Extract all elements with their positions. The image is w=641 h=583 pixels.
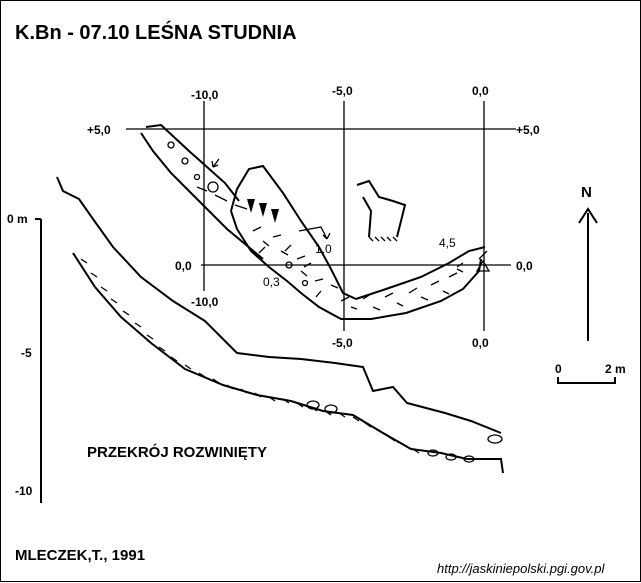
boulder-2 xyxy=(324,404,338,414)
boulder-6 xyxy=(487,434,503,444)
plan-upper-wall-east xyxy=(355,246,486,300)
scale-bar-line xyxy=(557,377,616,384)
cross-section-outline xyxy=(356,179,407,238)
boulder-3 xyxy=(427,449,439,457)
grid-label-left-1: +5,0 xyxy=(87,123,111,137)
grid-label-top-1: -10,0 xyxy=(191,88,219,102)
depth-label-10: -10 xyxy=(15,484,33,498)
boulder-1 xyxy=(306,400,320,410)
north-arrow: N xyxy=(578,184,598,341)
plan-outline-upper-right xyxy=(140,132,264,260)
passage-arrow-icon xyxy=(298,226,331,240)
grid-label-left-2: 0,0 xyxy=(175,259,192,273)
plan-outline-upper-left xyxy=(145,123,240,202)
section-label: PRZEKRÓJ ROZWINIĘTY xyxy=(87,443,267,461)
north-arrow-head-icon xyxy=(578,207,598,224)
depth-label-5: -5 xyxy=(21,346,32,360)
plan-lower-wall xyxy=(230,210,482,320)
cross-section-inner xyxy=(362,196,373,238)
map-title: K.Bn - 07.10 LEŚNA STUDNIA xyxy=(15,20,297,44)
plan-dashed-line xyxy=(196,186,248,210)
grid-label-bottom-2: -5,0 xyxy=(332,336,353,350)
boulder-4 xyxy=(445,453,457,461)
cave-plan-view xyxy=(140,123,491,320)
survey-point-triangle-icon xyxy=(475,259,491,272)
grid-label-top-3: 0,0 xyxy=(472,84,489,98)
scale-zero: 0 xyxy=(555,362,562,376)
entrance-arrow-icon xyxy=(211,158,220,168)
plan-chamber-right-wall xyxy=(230,164,357,300)
grid-label-bottom-1: -10,0 xyxy=(191,295,219,309)
grid-label-bottom-3: 0,0 xyxy=(472,336,489,350)
depth-label-0: 0 m xyxy=(7,212,28,226)
grid-label-right-2: 0,0 xyxy=(516,259,533,273)
boulder-5 xyxy=(463,455,475,463)
coordinate-grid xyxy=(126,101,516,331)
grid-label-top-2: -5,0 xyxy=(332,84,353,98)
slope-marks xyxy=(247,199,279,223)
cross-section-floor xyxy=(368,236,398,242)
grid-label-right-1: +5,0 xyxy=(516,123,540,137)
cave-section-view xyxy=(56,176,504,474)
plan-annotation-c: 4,5 xyxy=(439,236,456,250)
east-end-line xyxy=(478,250,488,260)
plan-annotation-b: 0,3 xyxy=(263,275,280,289)
scale-bar: 0 2 m xyxy=(555,362,626,384)
plan-annotation-a: 1,0 xyxy=(315,242,332,256)
scale-end: 2 m xyxy=(605,362,626,376)
section-ceiling xyxy=(56,176,502,434)
north-label: N xyxy=(581,184,592,201)
author-credit: MLECZEK,T., 1991 xyxy=(15,547,145,564)
depth-axis: 0 m -5 -10 xyxy=(7,212,42,503)
source-url: http://jaskiniepolski.pgi.gov.pl xyxy=(437,561,606,576)
section-floor xyxy=(72,252,504,474)
rubble-fill xyxy=(167,141,464,311)
